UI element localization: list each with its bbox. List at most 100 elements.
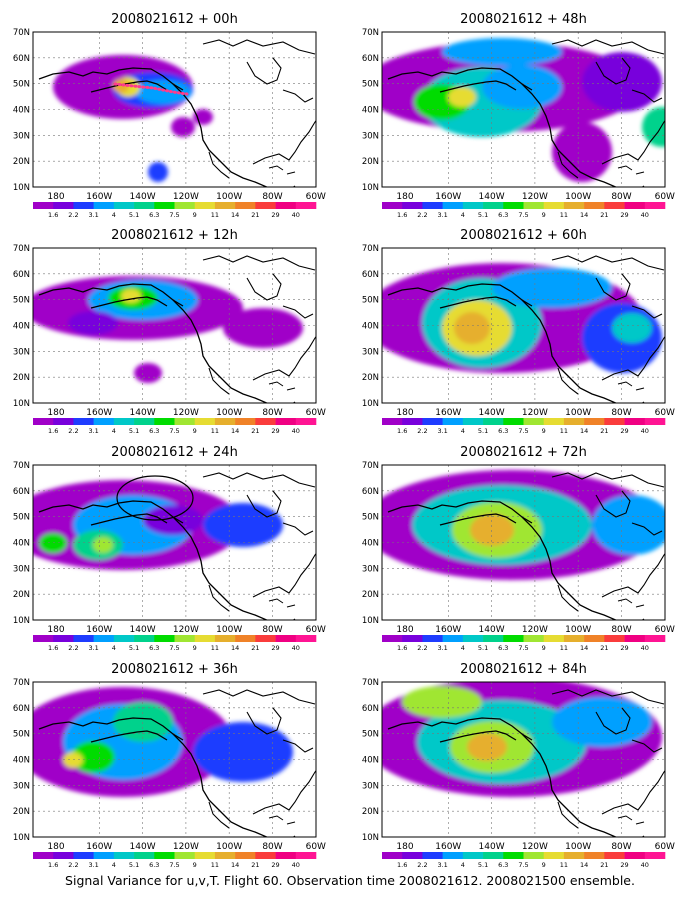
variance-contour	[93, 537, 113, 553]
lat-tick-label: 60N	[362, 487, 379, 497]
colorbar-swatch	[275, 852, 297, 859]
colorbar-swatch	[255, 202, 276, 209]
lat-tick-label: 30N	[13, 347, 30, 357]
colorbar-swatch	[113, 418, 135, 425]
lon-tick-label: 180	[47, 408, 64, 418]
colorbar-label: 11	[560, 211, 568, 219]
colorbar-swatch	[214, 418, 236, 425]
lat-tick-label: 20N	[13, 373, 30, 383]
colorbar-swatch	[295, 202, 317, 209]
lon-tick-label: 100W	[565, 625, 591, 635]
colorbar-label: 1.6	[397, 861, 407, 869]
lon-tick-label: 180	[396, 192, 413, 202]
colorbar-swatch	[584, 418, 605, 425]
lon-tick-label: 60W	[306, 408, 326, 418]
lat-tick-label: 50N	[13, 80, 30, 90]
colorbar-label: 14	[580, 644, 588, 652]
lat-tick-label: 20N	[362, 590, 379, 600]
colorbar-swatch	[73, 418, 94, 425]
colorbar-swatch	[93, 202, 115, 209]
panel-title: 2008021612 + 48h	[460, 12, 587, 27]
lon-tick-label: 60W	[655, 842, 675, 852]
lon-tick-label: 100W	[216, 625, 242, 635]
lon-tick-label: 140W	[130, 192, 156, 202]
colorbar-swatch	[483, 852, 504, 859]
lat-tick-label: 10N	[13, 833, 30, 843]
lat-tick-label: 70N	[13, 461, 30, 471]
colorbar-label: 14	[231, 427, 239, 435]
colorbar: 1.6 2.2 3.1 4 5.1 6.3 7.5 9 11 14 21 29 40	[33, 635, 317, 652]
colorbar-swatch	[543, 635, 565, 642]
colorbar-swatch	[442, 202, 464, 209]
colorbar-label: 4	[461, 211, 465, 219]
colorbar-swatch	[93, 852, 115, 859]
colorbar-swatch	[442, 852, 464, 859]
colorbar-label: 40	[641, 211, 649, 219]
lon-tick-label: 60W	[655, 625, 675, 635]
lat-tick-label: 70N	[13, 244, 30, 254]
colorbar-swatch	[422, 852, 443, 859]
plot-frame	[381, 464, 666, 621]
panel-title: 2008021612 + 00h	[111, 12, 238, 27]
colorbar-swatch	[255, 418, 276, 425]
colorbar-label: 7.5	[169, 211, 179, 219]
colorbar-swatch	[624, 635, 646, 642]
colorbar-swatch	[402, 202, 423, 209]
lon-tick-label: 80W	[611, 842, 631, 852]
lat-tick-label: 40N	[13, 539, 30, 549]
lon-tick-label: 140W	[130, 408, 156, 418]
colorbar-label: 1.6	[397, 211, 407, 219]
lon-tick-label: 100W	[565, 842, 591, 852]
colorbar-label: 14	[231, 861, 239, 869]
lon-tick-label: 80W	[262, 625, 282, 635]
variance-contour	[134, 363, 162, 383]
colorbar-label: 6.3	[149, 427, 159, 435]
colorbar-label: 4	[461, 644, 465, 652]
colorbar-label: 4	[461, 861, 465, 869]
colorbar-swatch	[523, 852, 545, 859]
lon-tick-label: 80W	[262, 842, 282, 852]
lon-tick-label: 120W	[173, 408, 199, 418]
map-panel: 2008021612 + 84h 70N 60N 50N 40N 30N 20N 10N 180…	[362, 662, 675, 869]
colorbar-swatch	[523, 635, 545, 642]
colorbar-swatch	[275, 635, 297, 642]
colorbar-label: 21	[251, 861, 259, 869]
colorbar-label: 9	[542, 861, 546, 869]
colorbar-label: 21	[600, 644, 608, 652]
lon-tick-label: 80W	[262, 408, 282, 418]
colorbar-label: 6.3	[498, 644, 508, 652]
colorbar: 1.6 2.2 3.1 4 5.1 6.3 7.5 9 11 14 21 29 40	[382, 418, 666, 435]
lat-tick-label: 20N	[13, 590, 30, 600]
variance-contour	[148, 162, 168, 182]
lat-tick-label: 20N	[13, 157, 30, 167]
colorbar-label: 3.1	[88, 644, 98, 652]
colorbar-label: 21	[600, 211, 608, 219]
colorbar-swatch	[93, 418, 115, 425]
colorbar-label: 9	[193, 211, 197, 219]
colorbar-label: 40	[292, 427, 300, 435]
colorbar-swatch	[382, 418, 403, 425]
lat-tick-label: 70N	[362, 461, 379, 471]
colorbar-swatch	[113, 635, 135, 642]
colorbar-label: 4	[112, 427, 116, 435]
colorbar-swatch	[154, 852, 175, 859]
map-panel: 2008021612 + 60h 70N 60N 50N 40N 30N 20N 10N 180…	[362, 228, 675, 435]
colorbar-label: 5.1	[129, 861, 139, 869]
flight-track	[113, 82, 189, 96]
colorbar-swatch	[235, 852, 256, 859]
lat-tick-label: 50N	[362, 513, 379, 523]
lat-tick-label: 10N	[13, 616, 30, 626]
graticule	[382, 32, 666, 187]
lat-tick-label: 50N	[362, 80, 379, 90]
colorbar-swatch	[214, 202, 236, 209]
lon-tick-label: 80W	[611, 625, 631, 635]
lat-tick-label: 70N	[13, 678, 30, 688]
lon-tick-label: 160W	[435, 192, 461, 202]
colorbar-swatch	[235, 418, 256, 425]
colorbar-swatch	[543, 852, 565, 859]
colorbar-swatch	[503, 202, 524, 209]
lon-tick-label: 180	[396, 842, 413, 852]
colorbar-label: 5.1	[129, 644, 139, 652]
colorbar-label: 40	[641, 644, 649, 652]
colorbar-label: 6.3	[498, 427, 508, 435]
